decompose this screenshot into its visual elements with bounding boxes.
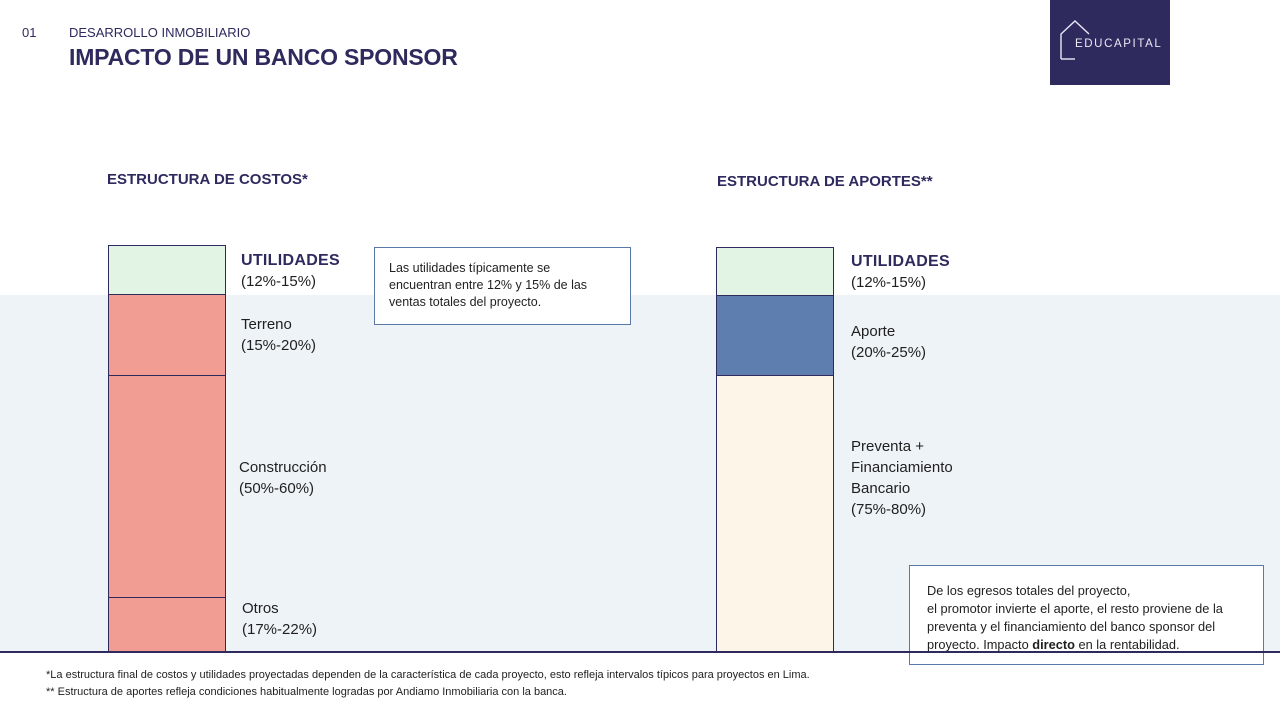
aportes-preventa-name-line3: Bancario xyxy=(851,480,911,497)
costos-construccion-segment xyxy=(108,375,226,598)
aporte-callout: De los egresos totales del proyecto, el … xyxy=(909,565,1264,665)
aportes-utilidades-range: (12%-15%) xyxy=(851,274,927,291)
aportes-aporte-label: Aporte (20%-25%) xyxy=(851,321,926,363)
aporte-callout-text: el promotor invierte el aporte, el resto… xyxy=(927,601,1223,652)
aportes-utilidades-label: UTILIDADES (12%-15%) xyxy=(851,251,950,293)
aportes-preventa-segment xyxy=(716,375,834,652)
slide-number: 01 xyxy=(22,25,37,40)
costos-utilidades-name: UTILIDADES xyxy=(241,252,340,269)
aportes-aporte-range: (20%-25%) xyxy=(851,344,927,361)
costos-heading: ESTRUCTURA DE COSTOS* xyxy=(107,171,308,188)
costos-otros-label: Otros (17%-22%) xyxy=(242,598,317,640)
aportes-aporte-segment xyxy=(716,295,834,376)
costos-construccion-name: Construcción xyxy=(239,459,327,476)
costos-otros-range: (17%-22%) xyxy=(242,621,318,638)
aportes-preventa-name-line2: Financiamiento xyxy=(851,459,953,476)
aportes-utilidades-segment xyxy=(716,247,834,296)
footer-rule xyxy=(0,651,1280,653)
aportes-aporte-name: Aporte xyxy=(851,323,896,340)
costos-otros-segment xyxy=(108,597,226,652)
costos-utilidades-segment xyxy=(108,245,226,295)
costos-utilidades-range: (12%-15%) xyxy=(241,273,317,290)
educapital-logo: EDUCAPITAL xyxy=(1050,0,1170,85)
aporte-callout-emphasis: directo xyxy=(1032,637,1075,652)
aporte-callout-body: el promotor invierte el aporte, el resto… xyxy=(927,600,1246,654)
aportes-preventa-name-line1: Preventa + xyxy=(851,438,924,455)
costos-terreno-segment xyxy=(108,294,226,376)
footnote-2: ** Estructura de aportes refleja condici… xyxy=(46,686,567,698)
footnote-1: *La estructura final de costos y utilida… xyxy=(46,669,810,681)
section-label: DESARROLLO INMOBILIARIO xyxy=(69,25,251,40)
logo-text: EDUCAPITAL xyxy=(1075,38,1163,50)
page-title: IMPACTO DE UN BANCO SPONSOR xyxy=(69,44,458,70)
costos-utilidades-label: UTILIDADES (12%-15%) xyxy=(241,250,340,292)
costos-terreno-range: (15%-20%) xyxy=(241,337,317,354)
aportes-utilidades-name: UTILIDADES xyxy=(851,253,950,270)
house-outline-icon xyxy=(1060,20,1090,60)
aportes-preventa-label: Preventa + Financiamiento Bancario (75%-… xyxy=(851,436,953,520)
costos-construccion-range: (50%-60%) xyxy=(239,480,315,497)
costos-terreno-label: Terreno (15%-20%) xyxy=(241,314,316,356)
costos-terreno-name: Terreno xyxy=(241,316,292,333)
aporte-callout-line1: De los egresos totales del proyecto, xyxy=(927,583,1131,598)
costos-otros-name: Otros xyxy=(242,600,279,617)
aportes-preventa-range: (75%-80%) xyxy=(851,501,927,518)
costos-construccion-label: Construcción (50%-60%) xyxy=(239,457,327,499)
aporte-callout-text-end: en la rentabilidad. xyxy=(1074,637,1180,652)
utilidades-callout: Las utilidades típicamente se encuentran… xyxy=(374,247,631,325)
aportes-heading: ESTRUCTURA DE APORTES** xyxy=(717,173,933,190)
